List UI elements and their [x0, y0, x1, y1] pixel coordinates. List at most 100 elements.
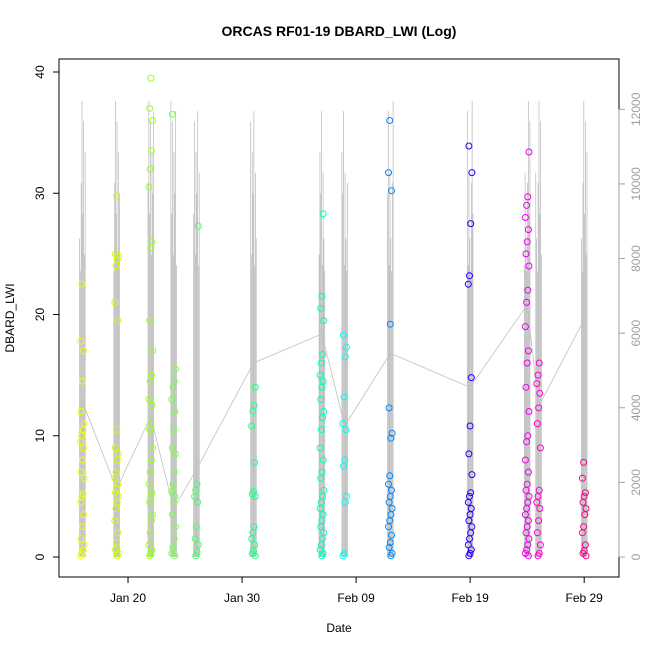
data-point	[77, 337, 85, 345]
data-point	[533, 380, 541, 388]
data-point	[80, 474, 88, 482]
data-point	[525, 535, 533, 543]
data-point	[536, 444, 544, 452]
data-point	[145, 541, 153, 549]
data-point	[467, 374, 475, 382]
data-point	[149, 347, 157, 355]
x-axis-label: Date	[326, 621, 352, 635]
data-point	[78, 377, 86, 385]
data-point	[194, 541, 202, 549]
data-point	[250, 401, 258, 409]
x-tick-label: Jan 20	[110, 591, 146, 605]
data-point	[534, 371, 542, 379]
data-point	[317, 395, 325, 403]
data-point	[113, 192, 121, 200]
data-point	[168, 110, 176, 118]
data-point	[535, 549, 543, 557]
data-point	[317, 426, 325, 434]
data-point	[251, 541, 259, 549]
altitude-connector	[82, 303, 585, 510]
data-point	[171, 408, 179, 415]
y2-tick-label: 10000	[629, 167, 643, 201]
data-point	[319, 511, 327, 519]
data-point	[524, 347, 532, 355]
data-point	[467, 220, 475, 228]
data-point	[466, 492, 473, 500]
data-point	[341, 456, 349, 464]
data-point	[535, 517, 543, 525]
data-point	[319, 377, 327, 385]
data-point	[385, 169, 392, 177]
data-point	[191, 535, 199, 543]
data-point	[111, 298, 119, 306]
data-point	[536, 541, 544, 549]
data-point	[388, 187, 395, 195]
data-point	[581, 541, 589, 549]
data-point	[388, 429, 396, 437]
data-point	[171, 450, 179, 458]
y-tick-label: 20	[33, 308, 47, 322]
y-tick-label: 10	[33, 429, 47, 443]
data-point	[148, 238, 156, 246]
data-point	[466, 549, 474, 557]
data-point	[145, 183, 153, 191]
data-point	[114, 480, 122, 488]
data-point	[343, 492, 350, 500]
data-point	[78, 456, 86, 464]
data-point	[342, 426, 350, 434]
data-point	[317, 304, 325, 312]
data-point	[146, 165, 154, 173]
data-point	[320, 529, 328, 537]
data-point	[388, 549, 396, 557]
data-point	[525, 148, 533, 156]
data-point	[171, 365, 179, 373]
data-point	[146, 529, 154, 537]
data-point	[113, 539, 121, 546]
data-point	[340, 331, 347, 339]
data-point	[466, 272, 473, 280]
data-point	[388, 531, 395, 539]
data-point	[248, 422, 256, 430]
data-point	[582, 505, 590, 512]
altitude-lines	[79, 100, 588, 557]
data-point	[343, 343, 350, 351]
data-point	[145, 480, 153, 488]
data-point	[193, 548, 201, 556]
data-point	[80, 444, 88, 452]
data-point	[386, 539, 394, 546]
data-point	[521, 214, 529, 221]
data-point	[465, 450, 473, 458]
data-point	[524, 468, 532, 476]
data-point	[111, 444, 119, 452]
data-point	[77, 535, 85, 543]
data-point	[171, 492, 179, 500]
data-point	[388, 505, 396, 512]
data-point	[320, 317, 328, 325]
data-point	[578, 474, 586, 482]
y-tick-label: 0	[33, 553, 47, 560]
data-point	[316, 371, 324, 379]
data-point	[147, 492, 155, 500]
data-point	[318, 468, 326, 476]
data-point	[193, 480, 201, 488]
data-point	[146, 104, 154, 112]
data-point	[465, 142, 473, 150]
data-point	[111, 546, 119, 554]
data-point	[524, 226, 532, 234]
data-point	[250, 523, 258, 531]
data-point	[146, 317, 154, 325]
data-point	[468, 523, 476, 531]
data-point	[80, 511, 88, 519]
plot-frame	[58, 58, 620, 578]
y-axis-label: DBARD_LWI	[3, 283, 17, 352]
data-point	[525, 408, 533, 415]
data-point	[523, 546, 531, 554]
data-point	[149, 444, 157, 452]
data-point	[535, 359, 543, 367]
data-point	[147, 147, 155, 155]
data-point	[340, 393, 348, 401]
data-point	[145, 395, 153, 403]
y2-tick-label: 2000	[629, 469, 643, 496]
data-point	[524, 517, 532, 525]
data-point	[341, 353, 349, 361]
